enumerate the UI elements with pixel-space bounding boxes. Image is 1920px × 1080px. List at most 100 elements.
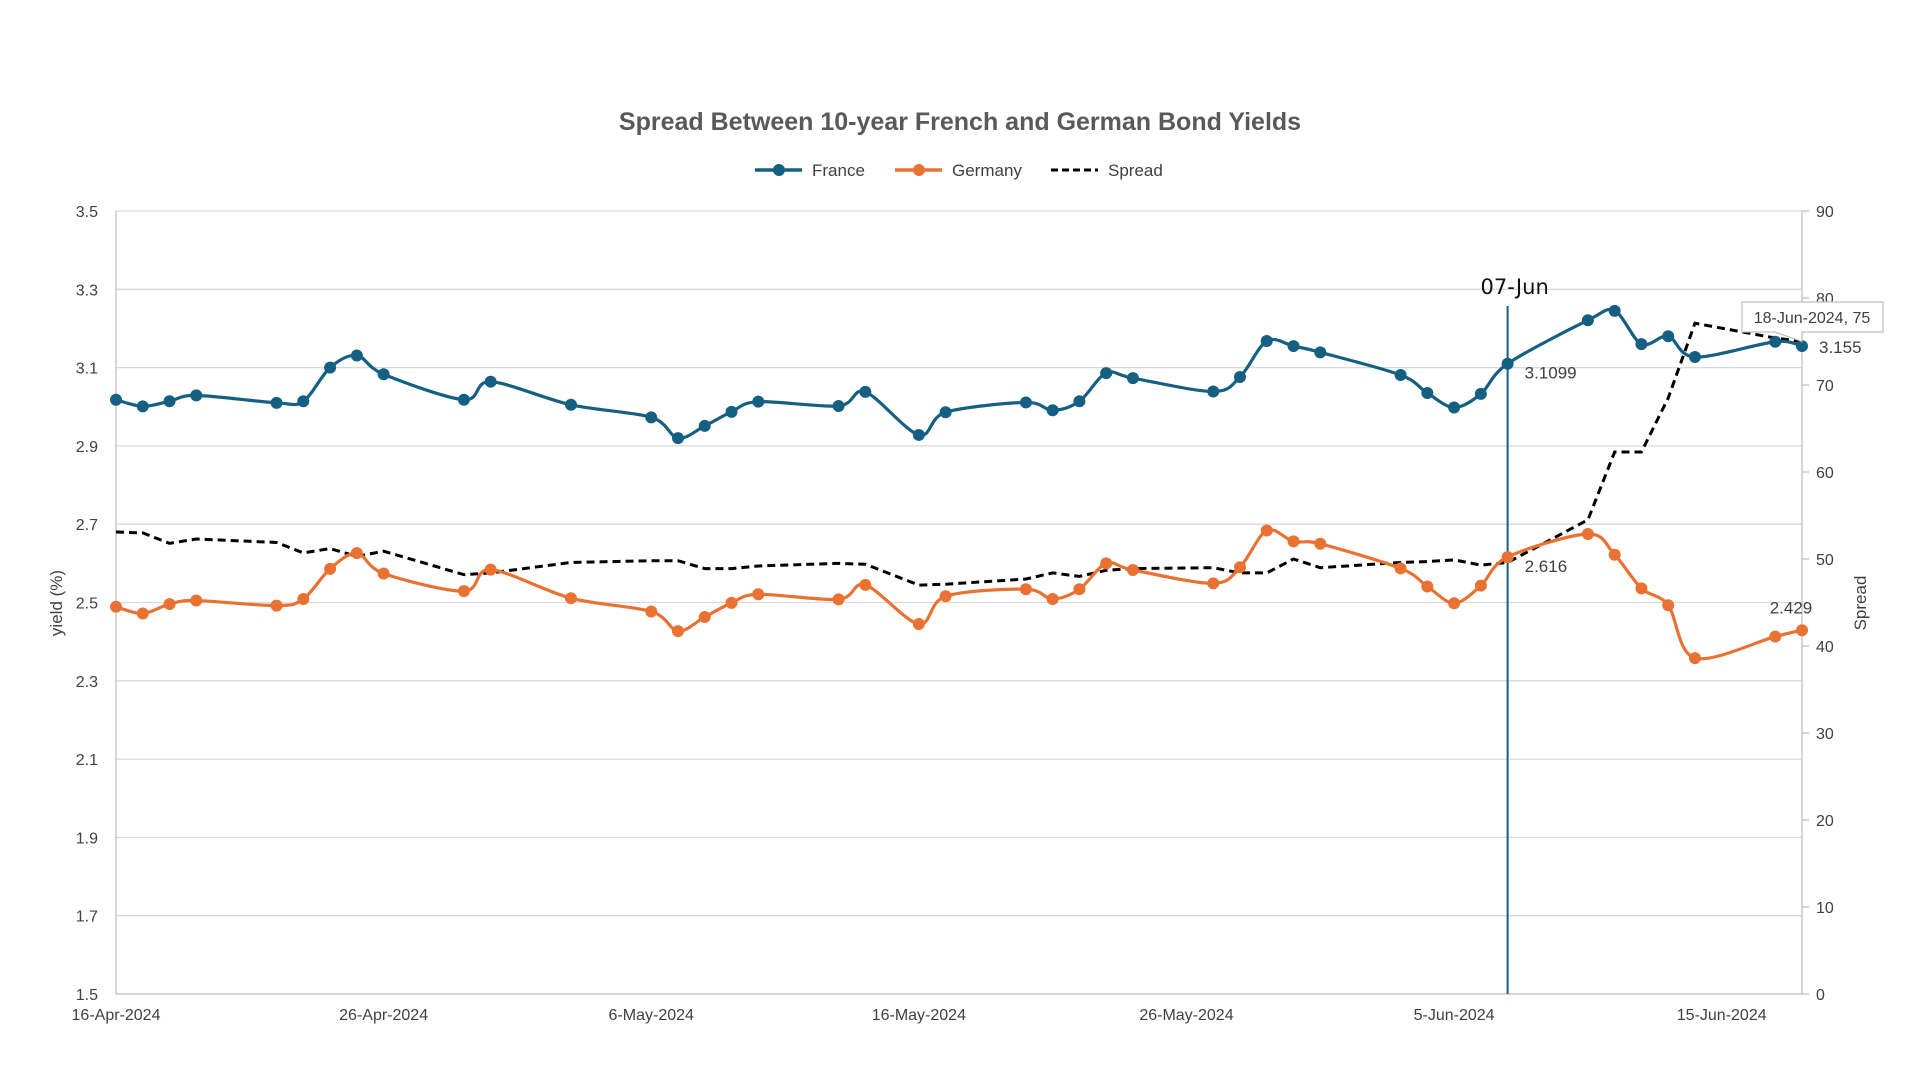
y2-tick-label: 40 (1816, 639, 1834, 656)
data-point-france (645, 411, 658, 424)
data-point-germany (645, 605, 658, 618)
data-point-germany (1662, 599, 1675, 612)
data-point-france (136, 400, 149, 413)
data-point-france (1100, 367, 1113, 380)
data-point-france (832, 399, 845, 412)
data-point-germany (1448, 597, 1461, 610)
data-point-germany (1635, 582, 1648, 595)
data-point-france (270, 396, 283, 409)
data-point-france (725, 405, 738, 418)
data-point-germany (1073, 583, 1086, 596)
tooltip-box (1741, 301, 1884, 343)
data-point-germany (1796, 624, 1808, 637)
data-point-france (1394, 369, 1407, 382)
data-point-germany (832, 593, 845, 606)
y-tick-label: 2.5 (76, 596, 98, 613)
data-point-france (350, 349, 363, 362)
y-tick-label: 3.1 (76, 361, 98, 378)
data-point-france (1126, 372, 1139, 385)
data-point-france (698, 419, 711, 432)
data-point-france (1769, 335, 1782, 348)
y-tick-label: 1.7 (76, 909, 98, 926)
data-point-germany (324, 562, 337, 575)
series-line-spread (115, 321, 1803, 587)
data-point-france (1421, 387, 1434, 400)
data-point-germany (190, 594, 203, 607)
data-point-france (1234, 370, 1246, 383)
data-point-germany (912, 618, 925, 631)
data-point-germany (859, 578, 872, 591)
series (110, 304, 1808, 665)
x-tick-label: 16-Apr-2024 (72, 1007, 161, 1024)
data-point-germany (1608, 548, 1621, 561)
y2-tick-label: 70 (1816, 378, 1834, 395)
data-point-germany (484, 563, 497, 576)
data-point-france (163, 395, 176, 408)
data-point-germany (110, 600, 122, 613)
axes: 1.5 1.7 1.9 2.1 2.3 2.5 2.7 2.9 3.1 3.3 3.5 0 10 20 30… (72, 204, 1834, 1024)
data-point-germany (350, 547, 363, 560)
data-label-germany: 2.429 (1770, 598, 1813, 617)
y-tick-label: 2.9 (76, 439, 98, 456)
data-point-france (1501, 357, 1514, 370)
annotation-label: 07-Jun (1480, 275, 1548, 299)
data-point-germany (1100, 557, 1113, 570)
legend-marker-france (773, 164, 785, 176)
data-point-germany (1394, 562, 1407, 575)
data-label-france: 3.155 (1819, 338, 1862, 357)
legend-item-germany[interactable]: Germany (895, 161, 1022, 180)
x-tick-label: 6-May-2024 (609, 1007, 694, 1024)
data-point-france (1662, 330, 1675, 343)
y2-tick-label: 60 (1816, 465, 1834, 482)
y-tick-label: 3.3 (76, 282, 98, 299)
y-tick-label: 1.5 (76, 987, 98, 1004)
y-axis-title: yield (%) (47, 570, 66, 636)
data-point-france (1207, 385, 1220, 398)
x-tick-label: 5-Jun-2024 (1414, 1007, 1495, 1024)
annotations: 07-Jun (1480, 275, 1549, 994)
legend-item-spread[interactable]: Spread (1051, 161, 1163, 180)
data-point-germany (1769, 630, 1782, 643)
data-point-france (297, 395, 310, 408)
y-tick-label: 3.5 (76, 204, 98, 221)
legend-item-france[interactable]: France (755, 161, 865, 180)
y-tick-label: 1.9 (76, 830, 98, 847)
x-tick-label: 26-Apr-2024 (339, 1007, 428, 1024)
data-point-france (377, 368, 390, 381)
y2-tick-label: 50 (1816, 552, 1834, 569)
x-tick-label: 26-May-2024 (1139, 1007, 1233, 1024)
data-point-france (190, 389, 203, 402)
data-point-france (752, 395, 765, 408)
data-point-france (1474, 387, 1487, 400)
data-point-france (1287, 340, 1300, 353)
y-tick-label: 2.7 (76, 517, 98, 534)
data-point-germany (1046, 592, 1059, 605)
data-point-france (939, 406, 952, 419)
data-point-germany (672, 625, 684, 638)
data-point-germany (939, 590, 952, 603)
gridlines (116, 210, 1802, 917)
data-point-france (1260, 334, 1273, 347)
data-point-france (484, 375, 497, 388)
legend-label-germany: Germany (952, 161, 1022, 180)
data-point-france (859, 385, 872, 398)
data-point-france (1635, 338, 1648, 351)
y2-axis-title: Spread (1851, 576, 1870, 631)
y-tick-label: 2.3 (76, 674, 98, 691)
y2-tick-label: 90 (1816, 204, 1834, 221)
data-point-germany (1421, 580, 1434, 593)
chart-title: Spread Between 10-year French and German… (619, 108, 1301, 136)
data-point-germany (564, 592, 577, 605)
data-point-france (457, 393, 470, 406)
data-point-germany (297, 592, 310, 605)
data-point-germany (1688, 652, 1701, 665)
y2-tick-label: 0 (1816, 987, 1825, 1004)
data-point-germany (136, 607, 149, 620)
data-point-germany (1287, 535, 1300, 548)
data-point-france (672, 432, 684, 445)
data-point-france (1796, 340, 1808, 353)
data-point-germany (1207, 577, 1220, 590)
x-tick-label: 16-May-2024 (872, 1007, 966, 1024)
data-point-germany (1019, 583, 1032, 596)
